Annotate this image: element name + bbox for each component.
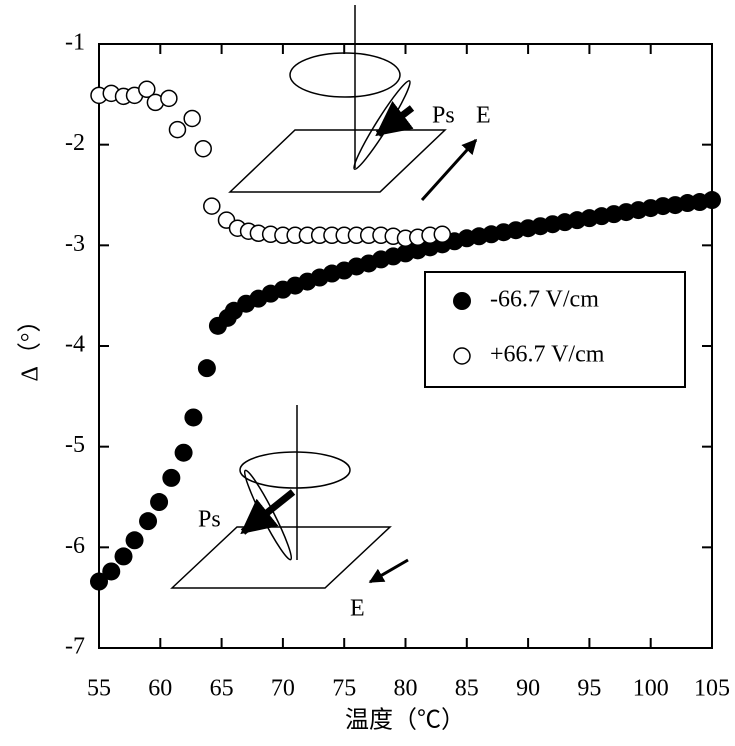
x-tick-label: 75 (332, 676, 356, 702)
point (194, 139, 212, 158)
point (138, 80, 156, 99)
point (90, 572, 108, 591)
point (125, 531, 144, 550)
annotation: Ps (198, 507, 221, 533)
x-tick-label: 90 (516, 676, 540, 702)
y-tick-label: -5 (65, 432, 85, 458)
y-tick-label: -4 (65, 332, 85, 358)
legend (424, 271, 686, 388)
x-axis-title: 温度（℃） (345, 707, 465, 734)
y-axis-title: Δ（°） (18, 308, 44, 381)
legend-marker (453, 292, 471, 310)
y-tick-label: -1 (65, 30, 85, 56)
diagram-top: Ps E (228, 5, 491, 202)
y-tick-label: -2 (65, 130, 85, 156)
point (150, 493, 169, 512)
point (203, 197, 221, 215)
x-tick-label: 60 (148, 676, 172, 702)
x-tick-label: 85 (455, 676, 479, 702)
annotation: E (350, 596, 365, 622)
point (703, 191, 721, 210)
point (184, 408, 203, 427)
x-tick-label: 100 (633, 676, 669, 702)
diagram-bottom: Ps E (170, 405, 409, 622)
point (102, 562, 121, 581)
y-tick-label: -6 (65, 533, 85, 559)
point (160, 89, 178, 108)
point (433, 225, 452, 244)
y-tick-label: -7 (65, 634, 85, 660)
point (183, 109, 201, 128)
legend-label: +66.7 V/cm (490, 342, 605, 368)
point (114, 547, 133, 566)
x-tick-label: 65 (210, 676, 234, 702)
point (162, 468, 181, 487)
annotation: E (476, 103, 491, 129)
point (174, 443, 193, 462)
legend-marker (453, 347, 471, 365)
y-tick-label: -3 (65, 231, 85, 257)
x-tick-label: 105 (694, 676, 730, 702)
point (139, 512, 158, 531)
x-tick-label: 70 (271, 676, 295, 702)
x-tick-label: 55 (87, 676, 111, 702)
point (168, 120, 187, 139)
x-tick-label: 80 (394, 676, 418, 702)
x-tick-label: 95 (577, 676, 601, 702)
annotation: Ps (432, 103, 455, 129)
legend-label: -66.7 V/cm (490, 287, 599, 313)
point (197, 359, 216, 378)
